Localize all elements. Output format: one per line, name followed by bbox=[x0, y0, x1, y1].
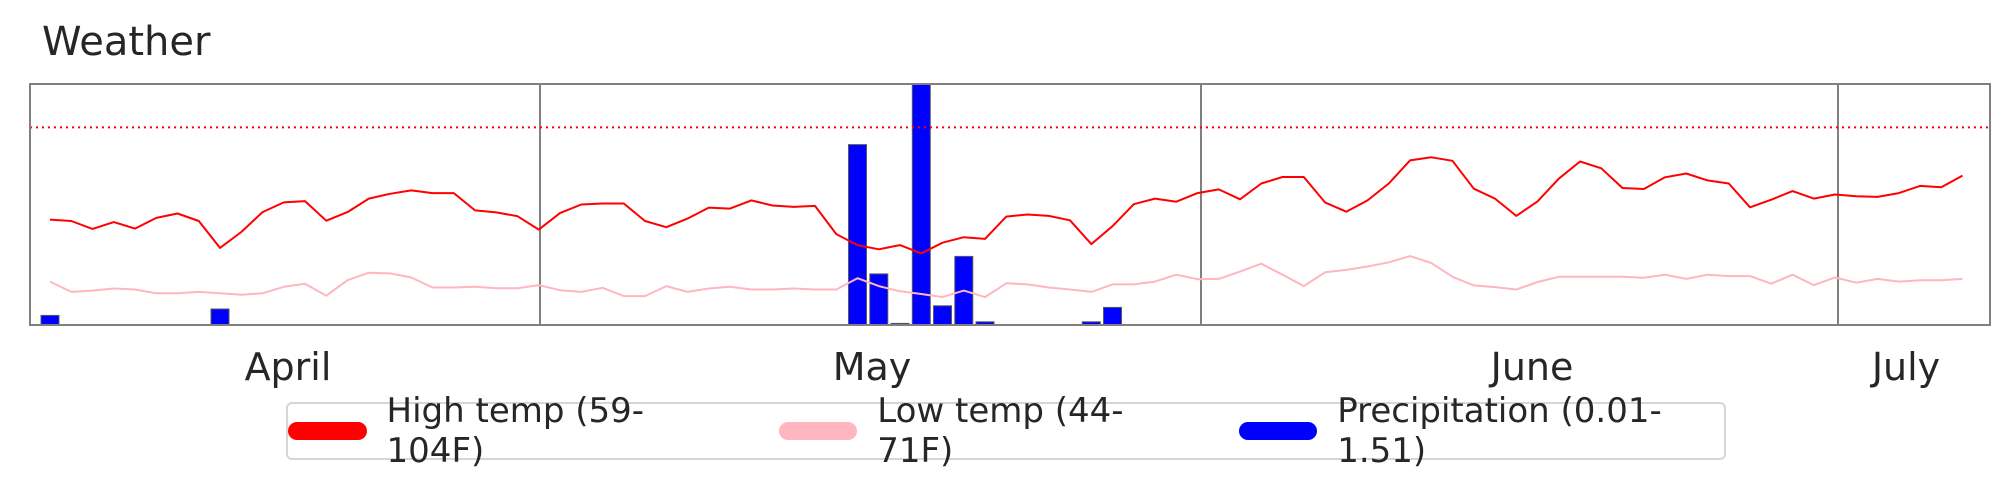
legend-label-precip: Precipitation (0.01-1.51) bbox=[1337, 391, 1662, 471]
high-temp-swatch bbox=[288, 422, 367, 440]
legend-label-high: High temp (59-104F) bbox=[386, 391, 645, 471]
month-label: May bbox=[833, 345, 912, 389]
precipitation-bar bbox=[911, 83, 931, 326]
legend-item-high: High temp (59-104F) bbox=[288, 391, 719, 471]
precipitation-bar bbox=[848, 144, 867, 326]
month-labels: April May June July bbox=[245, 345, 1941, 389]
chart-title: Weather bbox=[42, 19, 211, 65]
precipitation-bar bbox=[869, 273, 889, 326]
month-label: July bbox=[1870, 345, 1940, 389]
month-label: June bbox=[1489, 345, 1574, 389]
low-temp-swatch bbox=[778, 422, 858, 440]
precipitation-bar bbox=[933, 305, 952, 326]
legend-item-precip: Precipitation (0.01-1.51) bbox=[1238, 391, 1724, 471]
precipitation-bar bbox=[210, 308, 230, 326]
legend: High temp (59-104F) Low temp (44-71F) Pr… bbox=[286, 391, 1726, 471]
weather-chart: April May June July bbox=[29, 83, 1991, 389]
month-dividers bbox=[539, 84, 1839, 325]
precipitation-swatch bbox=[1238, 422, 1318, 440]
precipitation-bars bbox=[40, 83, 1122, 326]
high-temp-line bbox=[49, 156, 1963, 255]
legend-label-low: Low temp (44-71F) bbox=[877, 391, 1124, 471]
month-label: April bbox=[245, 345, 332, 389]
low-temp-line bbox=[49, 255, 1963, 299]
legend-item-low: Low temp (44-71F) bbox=[778, 391, 1179, 471]
precipitation-bar bbox=[1103, 306, 1122, 326]
precipitation-bar bbox=[40, 314, 60, 326]
plot-frame bbox=[29, 83, 1991, 326]
